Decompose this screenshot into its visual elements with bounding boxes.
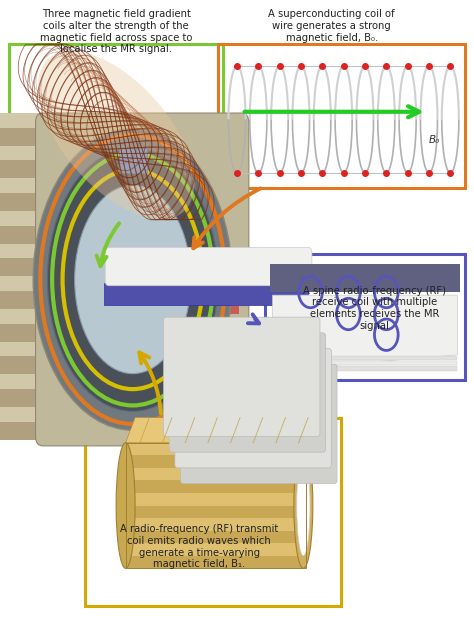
Bar <box>218 44 465 188</box>
Bar <box>126 443 306 568</box>
Text: Three magnetic field gradient
coils alter the strength of the
magnetic field acr: Three magnetic field gradient coils alte… <box>40 9 192 54</box>
FancyBboxPatch shape <box>181 364 337 484</box>
Bar <box>126 506 306 518</box>
Bar <box>228 306 239 314</box>
Bar <box>265 254 465 380</box>
Polygon shape <box>273 295 457 371</box>
FancyBboxPatch shape <box>36 113 249 446</box>
Bar <box>85 418 341 606</box>
Ellipse shape <box>33 129 232 430</box>
Bar <box>0 127 53 146</box>
Bar <box>126 455 306 468</box>
Bar <box>228 288 239 295</box>
Text: B₀: B₀ <box>429 135 440 145</box>
Bar <box>273 361 457 365</box>
Bar <box>126 480 306 493</box>
Text: A radio-frequency (RF) transmit
coil emits radio waves which
generate a time-var: A radio-frequency (RF) transmit coil emi… <box>120 524 278 569</box>
Bar <box>126 443 306 455</box>
Polygon shape <box>104 283 308 305</box>
Bar <box>118 148 147 173</box>
Text: A superconducting coil of
wire generates a strong
magnetic field, B₀.: A superconducting coil of wire generates… <box>268 9 395 43</box>
FancyBboxPatch shape <box>164 317 320 436</box>
Bar <box>0 225 53 244</box>
Bar <box>0 258 53 276</box>
Bar <box>270 264 460 292</box>
Bar <box>126 518 306 531</box>
Polygon shape <box>126 418 313 443</box>
FancyBboxPatch shape <box>169 333 326 452</box>
Bar <box>0 291 53 309</box>
Bar <box>0 160 53 178</box>
Bar <box>0 193 53 211</box>
Bar <box>0 421 53 440</box>
Ellipse shape <box>47 148 218 411</box>
Bar <box>0 323 53 342</box>
Bar <box>126 493 306 506</box>
Ellipse shape <box>116 443 135 568</box>
Bar <box>126 556 306 568</box>
Bar <box>126 468 306 480</box>
Bar <box>126 531 306 543</box>
Bar <box>0 113 62 440</box>
Ellipse shape <box>38 51 194 219</box>
FancyBboxPatch shape <box>105 247 312 286</box>
Bar <box>9 44 223 223</box>
Text: A spine radio-frequency (RF)
receive coil with multiple
elements receives the MR: A spine radio-frequency (RF) receive coi… <box>303 286 446 330</box>
Ellipse shape <box>297 455 310 556</box>
Bar <box>228 269 239 276</box>
Bar <box>0 389 53 407</box>
Bar <box>273 366 457 371</box>
Bar <box>0 356 53 374</box>
Ellipse shape <box>294 443 313 568</box>
FancyBboxPatch shape <box>175 349 331 468</box>
Ellipse shape <box>75 185 191 374</box>
Bar <box>126 543 306 556</box>
Bar <box>126 443 306 568</box>
Bar <box>273 356 457 360</box>
